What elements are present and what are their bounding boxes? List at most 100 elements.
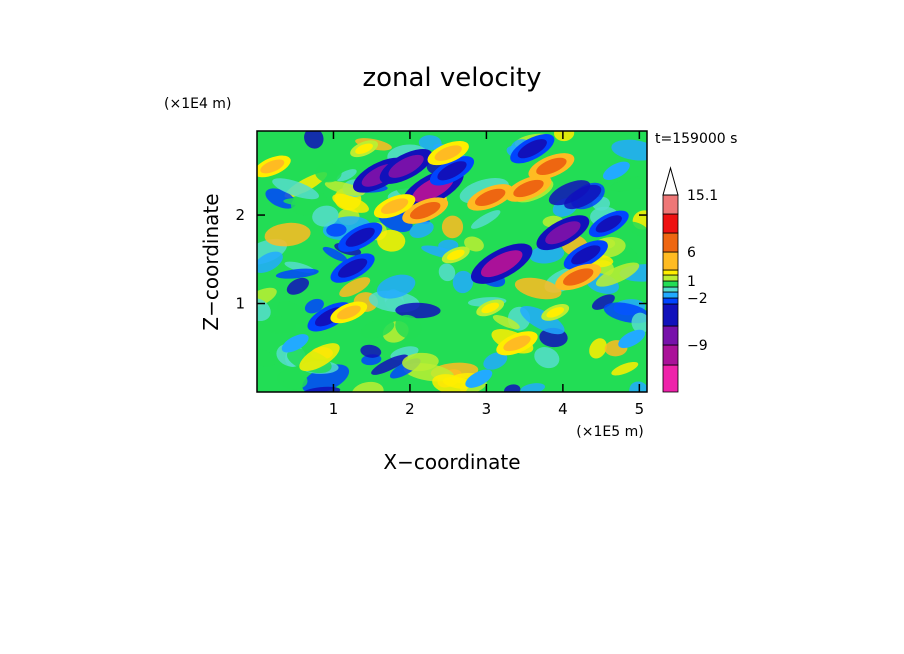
colorbar-segment	[662, 280, 679, 288]
field-texture-blob	[529, 245, 565, 264]
field-texture-blob	[326, 223, 347, 237]
contour-feature	[380, 198, 409, 214]
field-texture-blob	[504, 384, 521, 392]
field-texture-blob	[336, 169, 357, 182]
x-tick-label: 3	[482, 400, 492, 418]
contour-feature	[336, 305, 361, 320]
field-texture-blob	[611, 361, 639, 376]
contour-feature	[545, 221, 581, 245]
field-texture-blob	[520, 305, 565, 335]
colorbar-segment	[662, 297, 679, 305]
field-texture-blob	[264, 222, 311, 247]
field-texture-blob	[395, 314, 422, 339]
field-texture-blob	[257, 287, 277, 309]
field-texture-blob	[332, 193, 369, 213]
field-texture-blob	[432, 374, 468, 392]
field-texture-blob	[631, 312, 647, 334]
field-texture-blob	[470, 210, 501, 229]
x-tick-label: 5	[635, 400, 645, 418]
colorbar-segment	[662, 303, 679, 327]
contour-feature	[434, 145, 462, 161]
field-texture-blob	[534, 347, 560, 369]
x-tick-label: 1	[329, 400, 339, 418]
contour-feature	[536, 157, 567, 176]
x-tick-label: 4	[558, 400, 568, 418]
contour-feature	[388, 154, 424, 178]
colorbar-segment	[662, 194, 679, 215]
field-texture-blob	[492, 315, 520, 330]
x-unit-label: (×1E5 m)	[576, 424, 643, 440]
field-texture-blob	[275, 268, 319, 279]
field-texture-blob	[315, 163, 342, 183]
contour-feature	[517, 139, 547, 159]
contour-feature	[623, 333, 641, 345]
time-label: t=159000 s	[655, 131, 737, 147]
colorbar-segment	[662, 344, 679, 366]
field-texture-blob	[360, 319, 395, 339]
field-texture-blob	[360, 344, 382, 358]
field-texture-blob	[299, 343, 340, 372]
colorbar-segment	[662, 269, 679, 276]
field-texture-blob	[351, 381, 384, 392]
plot-frame	[256, 130, 648, 393]
field-texture-blob	[339, 277, 371, 298]
colorbar-segment	[662, 251, 679, 271]
contour-feature	[355, 143, 373, 154]
field-texture-blob	[312, 205, 339, 227]
colorbar-segment	[662, 286, 679, 293]
colorbar-segment	[662, 325, 679, 346]
field-texture-blob	[452, 270, 474, 294]
colorbar-segment	[662, 213, 679, 234]
contour-feature	[513, 179, 544, 198]
field-texture-blob	[257, 349, 277, 367]
field-texture-blob	[564, 184, 602, 210]
field-texture-blob	[278, 366, 300, 382]
contour-feature	[481, 302, 500, 314]
contour-feature	[337, 258, 368, 278]
contour-feature	[480, 250, 523, 278]
field-texture-blob	[595, 262, 640, 287]
colorbar-segment	[662, 291, 679, 299]
colorbar: 15.1 6 1−2 −9	[662, 166, 718, 393]
field-texture-blob	[257, 251, 283, 273]
field-texture-blob	[438, 263, 456, 282]
y-tick-label: 2	[235, 206, 245, 224]
y-unit-label: (×1E4 m)	[164, 96, 231, 112]
contour-feature	[503, 335, 531, 352]
field-texture-blob	[609, 175, 647, 192]
contour-feature	[409, 201, 441, 220]
chart-title: zonal velocity	[362, 63, 541, 93]
field-texture-blob	[514, 277, 562, 300]
contour-feature	[437, 161, 467, 181]
colorbar-label: −2	[687, 291, 708, 307]
field-texture-blob	[409, 221, 434, 238]
contour-feature	[546, 307, 565, 318]
colorbar-label: 15.1	[687, 188, 718, 204]
contour-feature	[345, 227, 375, 247]
contour-feature	[571, 245, 601, 265]
colorbar-label: 6	[687, 245, 696, 261]
field-texture-blob	[286, 277, 310, 295]
colorbar-label: −9	[687, 338, 708, 354]
field-texture-blob	[376, 274, 416, 299]
x-tick-label: 2	[405, 400, 415, 418]
field-texture-blob	[304, 298, 324, 314]
field-texture-blob	[324, 181, 365, 196]
field-texture-blob	[464, 236, 484, 252]
contour-field	[257, 131, 647, 392]
field-texture-blob	[483, 352, 508, 370]
x-axis-label: X−coordinate	[383, 450, 520, 474]
x-axis-ticks: 1 2 3 4 5	[329, 131, 644, 418]
field-texture-blob	[322, 246, 348, 262]
contour-feature	[595, 215, 622, 233]
field-texture-blob	[520, 383, 546, 392]
field-texture-blob	[395, 302, 441, 319]
field-texture-blob	[548, 180, 591, 206]
field-texture-blob	[441, 215, 464, 239]
contour-feature	[607, 165, 625, 177]
field-texture-blob	[377, 229, 406, 252]
colorbar-segment	[662, 364, 679, 393]
field-texture-blob	[304, 131, 324, 149]
contour-feature	[260, 159, 285, 174]
